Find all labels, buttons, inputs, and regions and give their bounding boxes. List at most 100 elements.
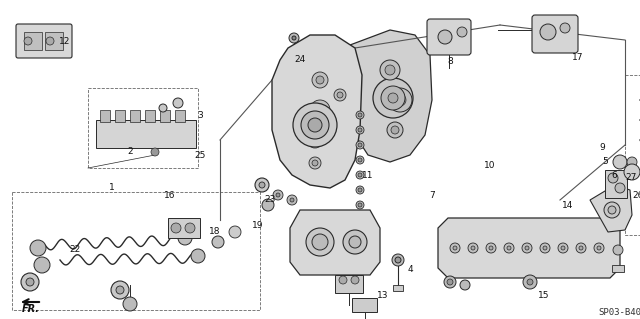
Circle shape (358, 113, 362, 117)
Bar (393, 285, 403, 291)
Text: 9: 9 (599, 144, 605, 152)
Circle shape (351, 276, 359, 284)
Circle shape (543, 246, 547, 250)
Text: 13: 13 (377, 291, 388, 300)
Circle shape (540, 243, 550, 253)
Bar (168, 218, 200, 238)
Circle shape (561, 246, 565, 250)
Circle shape (358, 203, 362, 207)
Circle shape (229, 226, 241, 238)
Circle shape (527, 279, 533, 285)
Circle shape (608, 173, 618, 183)
Circle shape (356, 201, 364, 209)
Circle shape (540, 24, 556, 40)
Bar (289, 55, 299, 61)
Circle shape (315, 105, 325, 115)
Text: 26: 26 (632, 190, 640, 199)
Circle shape (309, 157, 321, 169)
Bar (145, 110, 155, 122)
Circle shape (523, 275, 537, 289)
Circle shape (212, 236, 224, 248)
Text: 11: 11 (362, 170, 374, 180)
Circle shape (597, 246, 601, 250)
Circle shape (273, 190, 283, 200)
Polygon shape (348, 30, 432, 162)
Circle shape (486, 243, 496, 253)
Text: 25: 25 (195, 151, 205, 160)
Text: 5: 5 (602, 158, 608, 167)
Text: 15: 15 (538, 291, 550, 300)
Circle shape (460, 280, 470, 290)
FancyBboxPatch shape (16, 24, 72, 58)
Circle shape (608, 206, 616, 214)
Circle shape (185, 223, 195, 233)
Bar (130, 110, 140, 122)
Circle shape (395, 257, 401, 263)
Text: 2: 2 (127, 147, 133, 157)
Text: 1: 1 (109, 183, 115, 192)
Circle shape (525, 246, 529, 250)
Circle shape (373, 78, 413, 118)
Circle shape (594, 243, 604, 253)
Circle shape (356, 126, 364, 134)
Circle shape (151, 148, 159, 156)
Text: 17: 17 (572, 54, 584, 63)
Circle shape (305, 80, 315, 90)
Text: 18: 18 (209, 227, 221, 236)
FancyBboxPatch shape (532, 15, 578, 53)
Text: 7: 7 (429, 190, 435, 199)
Bar (175, 110, 185, 122)
Circle shape (388, 93, 398, 103)
Circle shape (560, 23, 570, 33)
Circle shape (159, 104, 167, 112)
Circle shape (34, 257, 50, 273)
Circle shape (444, 276, 456, 288)
Circle shape (615, 183, 625, 193)
Bar (305, 102, 315, 108)
Circle shape (356, 111, 364, 119)
Circle shape (358, 128, 362, 132)
Circle shape (262, 199, 274, 211)
Circle shape (392, 254, 404, 266)
Circle shape (447, 279, 453, 285)
Text: 10: 10 (484, 160, 496, 169)
Circle shape (391, 126, 399, 134)
Text: 19: 19 (252, 220, 264, 229)
Circle shape (381, 86, 405, 110)
Text: 3: 3 (197, 112, 203, 121)
Text: 24: 24 (294, 56, 306, 64)
Bar (24, 32, 42, 50)
Circle shape (312, 72, 328, 88)
Circle shape (312, 160, 318, 166)
Circle shape (387, 122, 403, 138)
Circle shape (287, 195, 297, 205)
Circle shape (624, 164, 640, 180)
Circle shape (356, 186, 364, 194)
Circle shape (358, 143, 362, 147)
Circle shape (276, 193, 280, 197)
Circle shape (290, 198, 294, 202)
Circle shape (579, 246, 583, 250)
Bar (352, 298, 377, 312)
Polygon shape (272, 35, 362, 188)
Circle shape (173, 98, 183, 108)
Circle shape (349, 236, 361, 248)
Bar (605, 170, 627, 198)
Bar (612, 265, 624, 272)
Circle shape (307, 132, 323, 148)
Text: SP03-B4012E: SP03-B4012E (598, 308, 640, 317)
Text: 6: 6 (611, 170, 617, 180)
Circle shape (468, 243, 478, 253)
Text: FR.: FR. (22, 304, 40, 314)
Circle shape (358, 158, 362, 162)
Circle shape (24, 37, 32, 45)
Circle shape (292, 36, 296, 40)
Circle shape (310, 100, 330, 120)
Circle shape (558, 243, 568, 253)
Text: 4: 4 (407, 265, 413, 275)
Circle shape (123, 297, 137, 311)
Circle shape (255, 178, 269, 192)
Circle shape (306, 228, 334, 256)
Circle shape (21, 273, 39, 291)
Circle shape (178, 231, 192, 245)
